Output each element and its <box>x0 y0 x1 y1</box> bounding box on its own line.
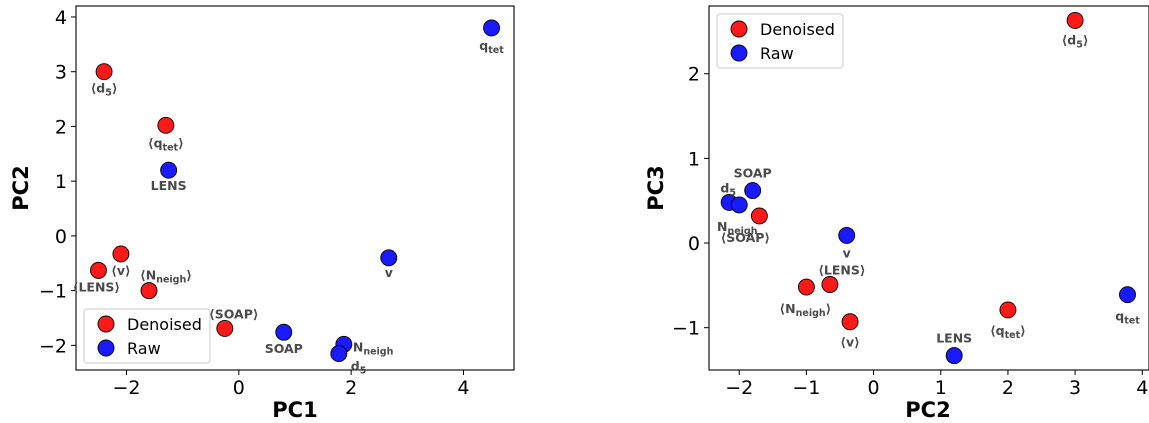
x-axis-label: PC1 <box>272 398 317 422</box>
legend-marker-denoised <box>97 315 115 333</box>
data-point-denoised <box>112 245 130 263</box>
y-axis-label: PC3 <box>644 165 668 210</box>
x-tick-label: 0 <box>868 377 880 399</box>
legend-label-denoised: Denoised <box>127 315 202 334</box>
y-tick-label: 2 <box>688 64 700 86</box>
y-tick-label: 2 <box>55 116 67 138</box>
legend-label-raw: Raw <box>127 339 161 358</box>
data-point-denoised <box>1066 11 1084 29</box>
data-point-denoised <box>216 319 234 337</box>
point-label: ⟨d5⟩ <box>1062 32 1089 50</box>
point-label: ⟨d5⟩ <box>91 81 118 99</box>
point-label: SOAP <box>734 166 772 181</box>
point-label: ⟨LENS⟩ <box>73 279 120 294</box>
x-tick-label: 2 <box>1002 377 1014 399</box>
data-point-raw <box>330 345 348 363</box>
plot-frame <box>75 5 515 371</box>
data-point-denoised <box>90 261 107 279</box>
y-tick-label: −1 <box>672 318 700 340</box>
data-point-raw <box>483 19 500 37</box>
data-point-raw <box>730 196 748 214</box>
point-label: ⟨v⟩ <box>840 335 860 350</box>
data-point-denoised <box>750 207 768 225</box>
x-tick-label: 4 <box>1136 377 1148 399</box>
x-tick-label: −2 <box>725 377 753 399</box>
y-tick-label: −1 <box>39 281 67 303</box>
data-point-denoised <box>821 276 839 293</box>
data-point-denoised <box>140 282 158 300</box>
x-tick-label: 1 <box>935 377 947 399</box>
y-tick-label: 0 <box>688 233 700 255</box>
y-tick-label: −2 <box>39 335 67 357</box>
y-tick-label: 4 <box>55 7 67 29</box>
point-label: ⟨qtet⟩ <box>148 135 184 153</box>
data-point-denoised <box>999 301 1017 319</box>
data-point-denoised <box>841 313 859 331</box>
legend-box <box>83 308 211 364</box>
data-point-raw <box>275 323 293 341</box>
point-label: SOAP <box>265 341 303 356</box>
data-point-raw <box>160 161 178 179</box>
x-tick-label: −2 <box>113 377 141 399</box>
point-label: LENS <box>151 178 187 193</box>
legend-box <box>716 13 844 69</box>
y-axis-label: PC2 <box>9 165 33 210</box>
data-point-denoised <box>157 116 175 134</box>
point-label: d5 <box>720 180 736 198</box>
x-tick-label: −1 <box>792 377 820 399</box>
data-point-raw <box>380 249 398 267</box>
point-label: ⟨SOAP⟩ <box>209 306 259 321</box>
legend-label-denoised: Denoised <box>760 20 835 39</box>
data-point-raw <box>945 347 963 365</box>
x-axis-label: PC2 <box>905 398 950 422</box>
y-tick-label: 1 <box>55 171 67 193</box>
point-label: qtet <box>1115 309 1140 327</box>
point-label: ⟨v⟩ <box>111 263 131 278</box>
y-tick-label: 0 <box>55 226 67 248</box>
plot-frame <box>708 5 1149 371</box>
x-tick-label: 2 <box>345 377 357 399</box>
chart-2: −2 −1 0 1 2 3 4 −1 0 1 2 PC2 PC3 ⟨d5⟩ ⟨SOAP⟩ ⟨Nneigh⟩ ⟨L… <box>644 5 1149 422</box>
x-tick-label: 0 <box>233 377 245 399</box>
point-label: Nneigh <box>717 219 758 237</box>
chart-1: −2 0 2 4 −2 −1 0 1 2 3 4 PC1 PC2 ⟨d5⟩ ⟨qtet⟩ ⟨v⟩⟨LENS⟩ ⟨… <box>9 5 515 422</box>
x-tick-label: 4 <box>457 377 469 399</box>
data-point-denoised <box>95 63 113 81</box>
data-point-raw <box>1119 286 1136 304</box>
point-label: Nneigh <box>353 339 394 357</box>
legend-marker-denoised <box>730 20 748 38</box>
point-label: d5 <box>351 359 367 377</box>
point-label: ⟨Nneigh⟩ <box>140 268 192 286</box>
point-label: v <box>843 245 851 260</box>
y-tick-label: 3 <box>55 62 67 84</box>
point-label: v <box>385 265 393 280</box>
legend-label-raw: Raw <box>760 44 794 63</box>
point-label: ⟨LENS⟩ <box>818 263 865 278</box>
point-label: ⟨SOAP⟩ <box>721 230 771 245</box>
x-tick-label: 3 <box>1069 377 1081 399</box>
point-label: ⟨qtet⟩ <box>990 323 1026 341</box>
data-point-raw <box>838 226 856 244</box>
legend: Denoised Raw <box>716 13 844 69</box>
legend-marker-raw <box>97 339 115 357</box>
data-point-raw <box>744 182 762 199</box>
point-label: LENS <box>936 331 972 346</box>
data-point-denoised <box>797 278 815 296</box>
point-label: ⟨Nneigh⟩ <box>779 301 831 319</box>
point-label: qtet <box>479 38 504 56</box>
y-tick-label: 1 <box>688 148 700 170</box>
legend-marker-raw <box>730 44 748 62</box>
legend: Denoised Raw <box>83 308 211 364</box>
